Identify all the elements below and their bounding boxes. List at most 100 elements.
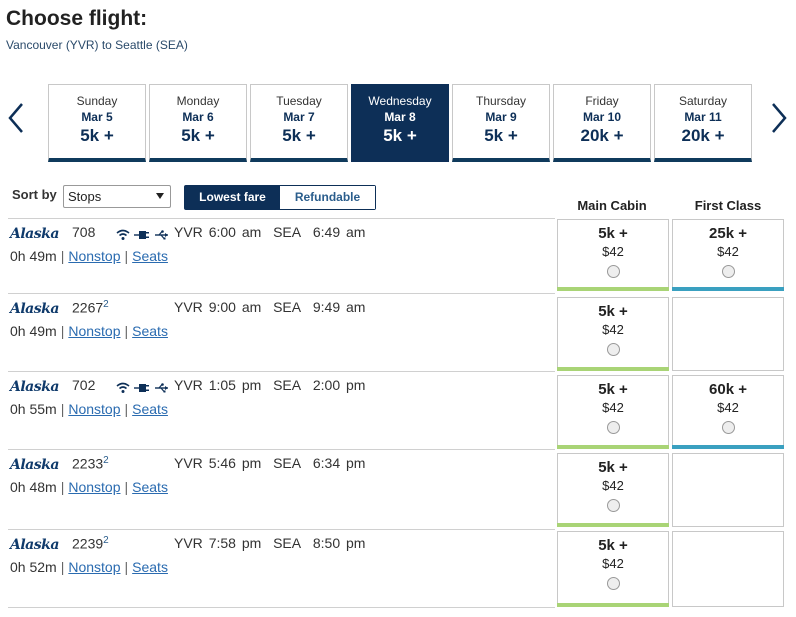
main-cabin-fare[interactable]: 5k + $42 [557,375,669,449]
main-cabin-header: Main Cabin [577,198,647,213]
first-class-fare [672,297,784,371]
destination-airport: SEA [273,299,302,315]
chevron-left-icon [8,103,23,133]
fare-points: 25k + [709,225,747,242]
nonstop-link[interactable]: Nonstop [68,401,121,417]
destination-airport: SEA [273,377,302,393]
seats-link[interactable]: Seats [132,323,168,339]
operator-note: 2 [103,299,109,310]
duration-links: 0h 49m | Nonstop | Seats [10,323,168,339]
date-tab[interactable]: Thursday Mar 9 5k + [452,84,550,162]
alaska-logo: Alaska [10,301,59,317]
date-tab[interactable]: Friday Mar 10 20k + [553,84,651,162]
flight-number-text: 2233 [72,455,104,472]
flight-row: Alaska 708 YVR 6:00 am SEA 6:49 am 0h 49m | N… [10,222,555,292]
fare-type-toggle: Lowest fare Refundable [184,185,376,210]
fare-radio[interactable] [606,499,620,512]
fare-points: 5k + [598,225,628,242]
fare-price: $42 [717,400,739,415]
flight-number: 22332 [72,455,109,472]
separator: | [60,401,65,417]
fare-points: 60k + [709,381,747,398]
fare-radio[interactable] [721,265,735,278]
row-divider [8,218,555,219]
departure-time: 1:05 pm [208,377,262,393]
fare-radio[interactable] [606,343,620,356]
flight-row: Alaska 22332 YVR 5:46 pm SEA 6:34 pm 0h 48m… [10,453,555,523]
nonstop-link[interactable]: Nonstop [68,323,121,339]
row-divider [8,607,555,608]
duration-links: 0h 48m | Nonstop | Seats [10,479,168,495]
main-cabin-fare[interactable]: 5k + $42 [557,531,669,607]
main-cabin-fare[interactable]: 5k + $42 [557,453,669,527]
row-divider [8,449,555,450]
nonstop-link[interactable]: Nonstop [68,479,121,495]
date-tab[interactable]: Sunday Mar 5 5k + [48,84,146,162]
first-class-fare [672,531,784,607]
fare-radio[interactable] [721,421,735,434]
origin-airport: YVR [174,224,203,240]
nonstop-link[interactable]: Nonstop [68,248,121,264]
nonstop-link[interactable]: Nonstop [68,559,121,575]
main-cabin-fare[interactable]: 5k + $42 [557,219,669,291]
date-tab[interactable]: Wednesday Mar 8 5k + [351,84,449,162]
fare-bar [672,445,784,449]
alaska-logo: Alaska [10,537,59,553]
fare-bar [672,287,784,291]
seats-link[interactable]: Seats [132,401,168,417]
date-tab[interactable]: Monday Mar 6 5k + [149,84,247,162]
date-tab[interactable]: Tuesday Mar 7 5k + [250,84,348,162]
seats-link[interactable]: Seats [132,479,168,495]
date-tab-day: Wednesday [368,94,432,108]
seats-link[interactable]: Seats [132,248,168,264]
fare-points: 5k + [598,303,628,320]
prev-dates-arrow[interactable] [6,100,26,136]
departure-time: 7:58 pm [208,535,262,551]
duration: 0h 48m [10,479,57,495]
fare-price: $42 [602,400,624,415]
flight-number: 708 [72,224,95,240]
main-cabin-fare[interactable]: 5k + $42 [557,297,669,371]
departure-time: 6:00 am [208,224,262,240]
fare-radio[interactable] [606,421,620,434]
first-class-fare[interactable]: 60k + $42 [672,375,784,449]
date-tab-price: 5k + [484,126,518,145]
wifi-icon [116,228,130,246]
date-tab-date: Mar 7 [283,110,315,124]
flight-number-text: 708 [72,224,96,240]
date-tab-price: 20k + [681,126,725,145]
fare-price: $42 [717,244,739,259]
usb-icon [154,228,170,246]
separator: | [124,323,129,339]
date-tab[interactable]: Saturday Mar 11 20k + [654,84,752,162]
route-times: YVR 1:05 pm SEA 2:00 pm [174,377,365,393]
sort-select[interactable]: Stops [63,185,171,208]
fare-radio[interactable] [606,577,620,590]
date-tab-date: Mar 6 [182,110,214,124]
next-dates-arrow[interactable] [769,100,789,136]
flight-number-text: 2267 [72,299,104,316]
alaska-logo: Alaska [10,379,59,395]
amenities [116,228,170,246]
duration: 0h 52m [10,559,57,575]
refundable-button[interactable]: Refundable [280,186,375,209]
duration-links: 0h 49m | Nonstop | Seats [10,248,168,264]
fare-points: 5k + [598,537,628,554]
fare-bar [557,445,669,449]
flight-number-text: 2239 [72,535,104,552]
first-class-fare[interactable]: 25k + $42 [672,219,784,291]
fare-points: 5k + [598,459,628,476]
operator-note: 2 [103,455,109,466]
duration: 0h 55m [10,401,57,417]
separator: | [60,323,65,339]
flight-row: Alaska 702 YVR 1:05 pm SEA 2:00 pm 0h 55m | N… [10,375,555,445]
date-tab-day: Sunday [76,94,118,108]
date-tab-day: Friday [585,94,619,108]
fare-price: $42 [602,244,624,259]
lowest-fare-button[interactable]: Lowest fare [185,186,280,209]
flight-number: 22672 [72,299,109,316]
date-tab-price: 5k + [80,126,114,145]
row-divider [8,529,555,530]
seats-link[interactable]: Seats [132,559,168,575]
fare-radio[interactable] [606,265,620,278]
